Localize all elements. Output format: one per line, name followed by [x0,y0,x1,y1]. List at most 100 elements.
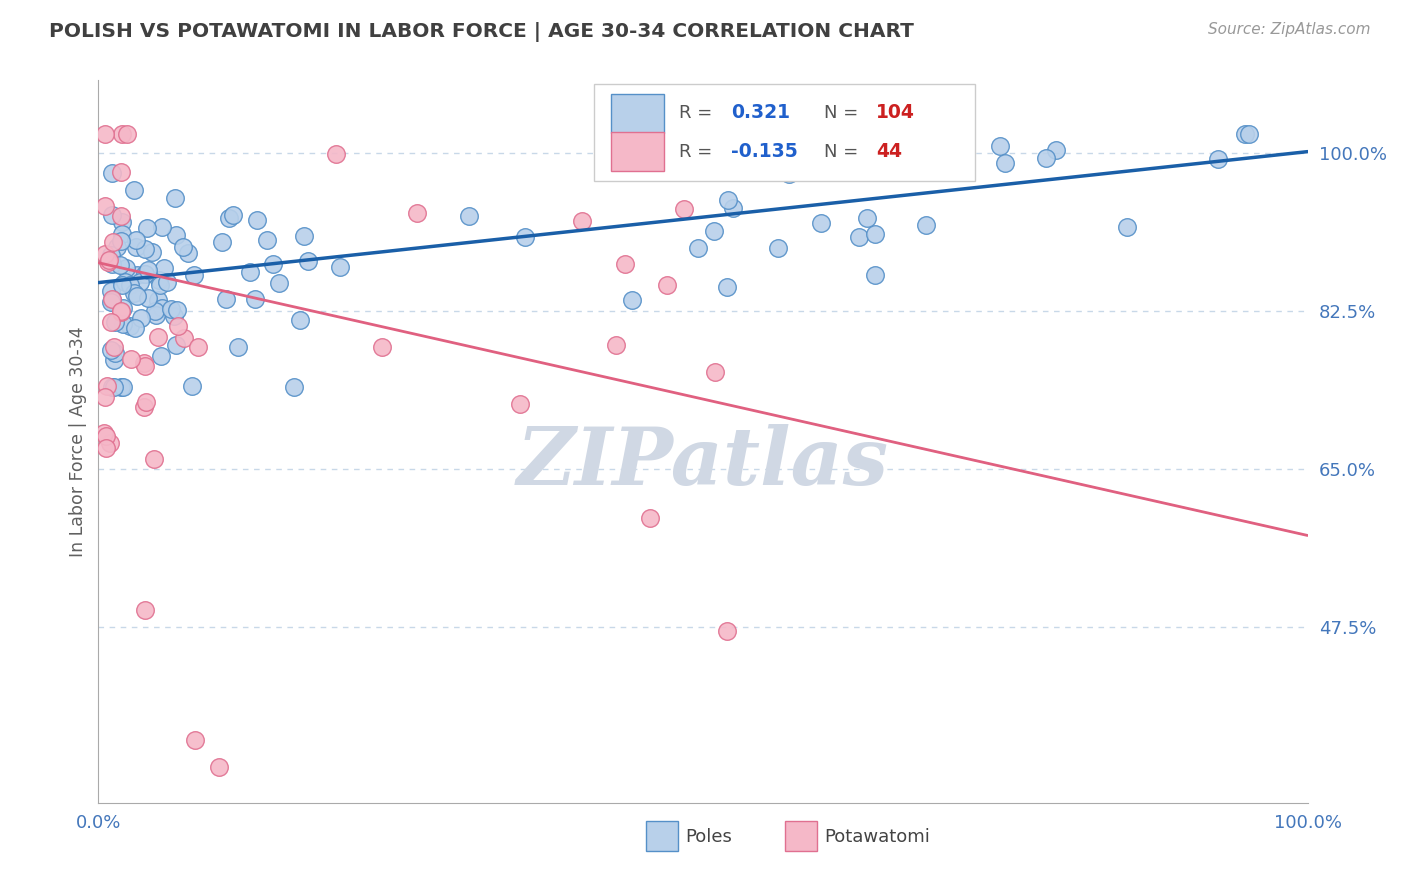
Point [329,260,352,274]
Point [94,441,117,455]
Text: -0.135: -0.135 [731,143,797,161]
Point [172,240,194,254]
Point [98,436,121,450]
Point [721,201,744,215]
Point [571,214,593,228]
Point [672,202,695,216]
Text: 0.321: 0.321 [731,103,790,122]
FancyBboxPatch shape [612,132,664,171]
Point [717,193,740,207]
Point [1116,219,1139,234]
Point [621,293,644,308]
Text: Poles: Poles [685,828,731,846]
Point [135,395,157,409]
Point [370,340,392,354]
Point [703,224,725,238]
Point [915,218,938,232]
Point [855,211,877,225]
Point [93,390,115,404]
Point [146,330,169,344]
Point [110,303,132,318]
Point [122,183,145,197]
Text: N =: N = [824,103,858,122]
Point [134,242,156,256]
Point [112,380,135,394]
Point [111,317,134,331]
Point [100,284,122,298]
Point [101,166,124,180]
Point [166,303,188,318]
Point [93,425,115,440]
Point [163,191,186,205]
Point [100,295,122,310]
Point [148,273,170,287]
Point [94,429,117,443]
Point [716,280,738,294]
Point [110,165,132,179]
Point [125,240,148,254]
Point [134,603,156,617]
Point [181,379,204,393]
Point [655,277,678,292]
Point [134,356,156,370]
Point [238,265,260,279]
Point [166,318,188,333]
Point [136,263,159,277]
Point [134,267,156,281]
Point [994,156,1017,170]
Point [150,301,173,316]
Point [94,199,117,213]
Point [644,161,666,176]
Text: R =: R = [679,103,711,122]
Point [222,208,245,222]
Point [243,292,266,306]
Point [103,340,125,354]
Point [297,253,319,268]
Point [1045,143,1067,157]
Point [104,315,127,329]
Point [148,293,170,308]
Point [110,209,132,223]
Text: Potawatomi: Potawatomi [824,828,929,846]
Point [156,275,179,289]
Point [100,314,122,328]
Point [100,208,122,222]
Point [124,233,146,247]
Point [294,229,316,244]
Point [863,268,886,282]
Text: 44: 44 [876,143,901,161]
Point [865,227,887,241]
Point [101,380,124,394]
Text: R =: R = [679,143,711,161]
Point [136,291,159,305]
Point [768,241,790,255]
Point [114,275,136,289]
Point [94,128,117,142]
Point [163,309,186,323]
Y-axis label: In Labor Force | Age 30-34: In Labor Force | Age 30-34 [69,326,87,557]
Point [150,220,173,235]
Point [406,206,429,220]
Point [142,451,165,466]
Point [111,227,134,241]
Point [283,380,305,394]
Point [778,167,800,181]
Point [110,380,132,394]
Point [97,255,120,269]
Point [183,268,205,283]
Point [184,732,207,747]
Point [128,275,150,289]
Point [134,359,156,373]
Point [105,240,128,254]
Point [115,261,138,276]
Point [111,215,134,229]
Point [226,340,249,354]
Text: POLISH VS POTAWATOMI IN LABOR FORCE | AGE 30-34 CORRELATION CHART: POLISH VS POTAWATOMI IN LABOR FORCE | AG… [49,22,914,42]
Point [246,213,269,227]
Point [211,235,233,250]
Point [848,229,870,244]
Point [153,260,176,275]
Point [1233,128,1256,142]
Point [111,301,134,315]
Point [638,511,661,525]
